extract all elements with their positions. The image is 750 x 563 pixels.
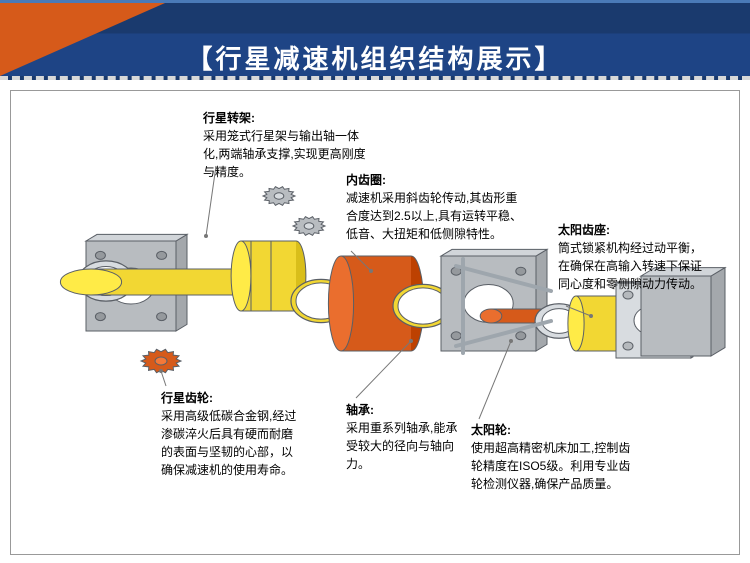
label-heading: 轴承: — [346, 401, 466, 419]
label-heading: 太阳轮: — [471, 421, 631, 439]
label-heading: 行星转架: — [203, 109, 373, 127]
label-planet: 行星齿轮:采用高级低碳合金钢,经过渗碳淬火后具有硬而耐磨的表面与坚韧的心部，以确… — [161, 389, 301, 479]
page-title: 【行星减速机组织结构展示】 — [0, 39, 750, 76]
header-banner: 【行星减速机组织结构展示】 — [0, 0, 750, 80]
exploded-view-svg — [11, 91, 741, 556]
label-body: 筒式锁紧机构经过动平衡，在确保在高输入转速下保证同心度和零侧隙动力传动。 — [558, 239, 708, 293]
label-body: 采用高级低碳合金钢,经过渗碳淬火后具有硬而耐磨的表面与坚韧的心部，以确保减速机的… — [161, 407, 301, 479]
diagram-panel: 行星转架:采用笼式行星架与输出轴一体化,两端轴承支撑,实现更高刚度与精度。内齿圈… — [10, 90, 740, 555]
label-body: 减速机采用斜齿轮传动,其齿形重合度达到2.5以上,具有运转平稳、低音、大扭矩和低… — [346, 189, 526, 243]
label-bearing: 轴承:采用重系列轴承,能承受较大的径向与轴向力。 — [346, 401, 466, 473]
label-heading: 行星齿轮: — [161, 389, 301, 407]
label-sunseat: 太阳齿座:筒式锁紧机构经过动平衡，在确保在高输入转速下保证同心度和零侧隙动力传动… — [558, 221, 708, 293]
label-body: 使用超高精密机床加工,控制齿轮精度在ISO5级。利用专业齿轮检测仪器,确保产品质… — [471, 439, 631, 493]
label-ring: 内齿圈:减速机采用斜齿轮传动,其齿形重合度达到2.5以上,具有运转平稳、低音、大… — [346, 171, 526, 243]
label-heading: 内齿圈: — [346, 171, 526, 189]
label-sun: 太阳轮:使用超高精密机床加工,控制齿轮精度在ISO5级。利用专业齿轮检测仪器,确… — [471, 421, 631, 493]
label-body: 采用重系列轴承,能承受较大的径向与轴向力。 — [346, 419, 466, 473]
label-heading: 太阳齿座: — [558, 221, 708, 239]
